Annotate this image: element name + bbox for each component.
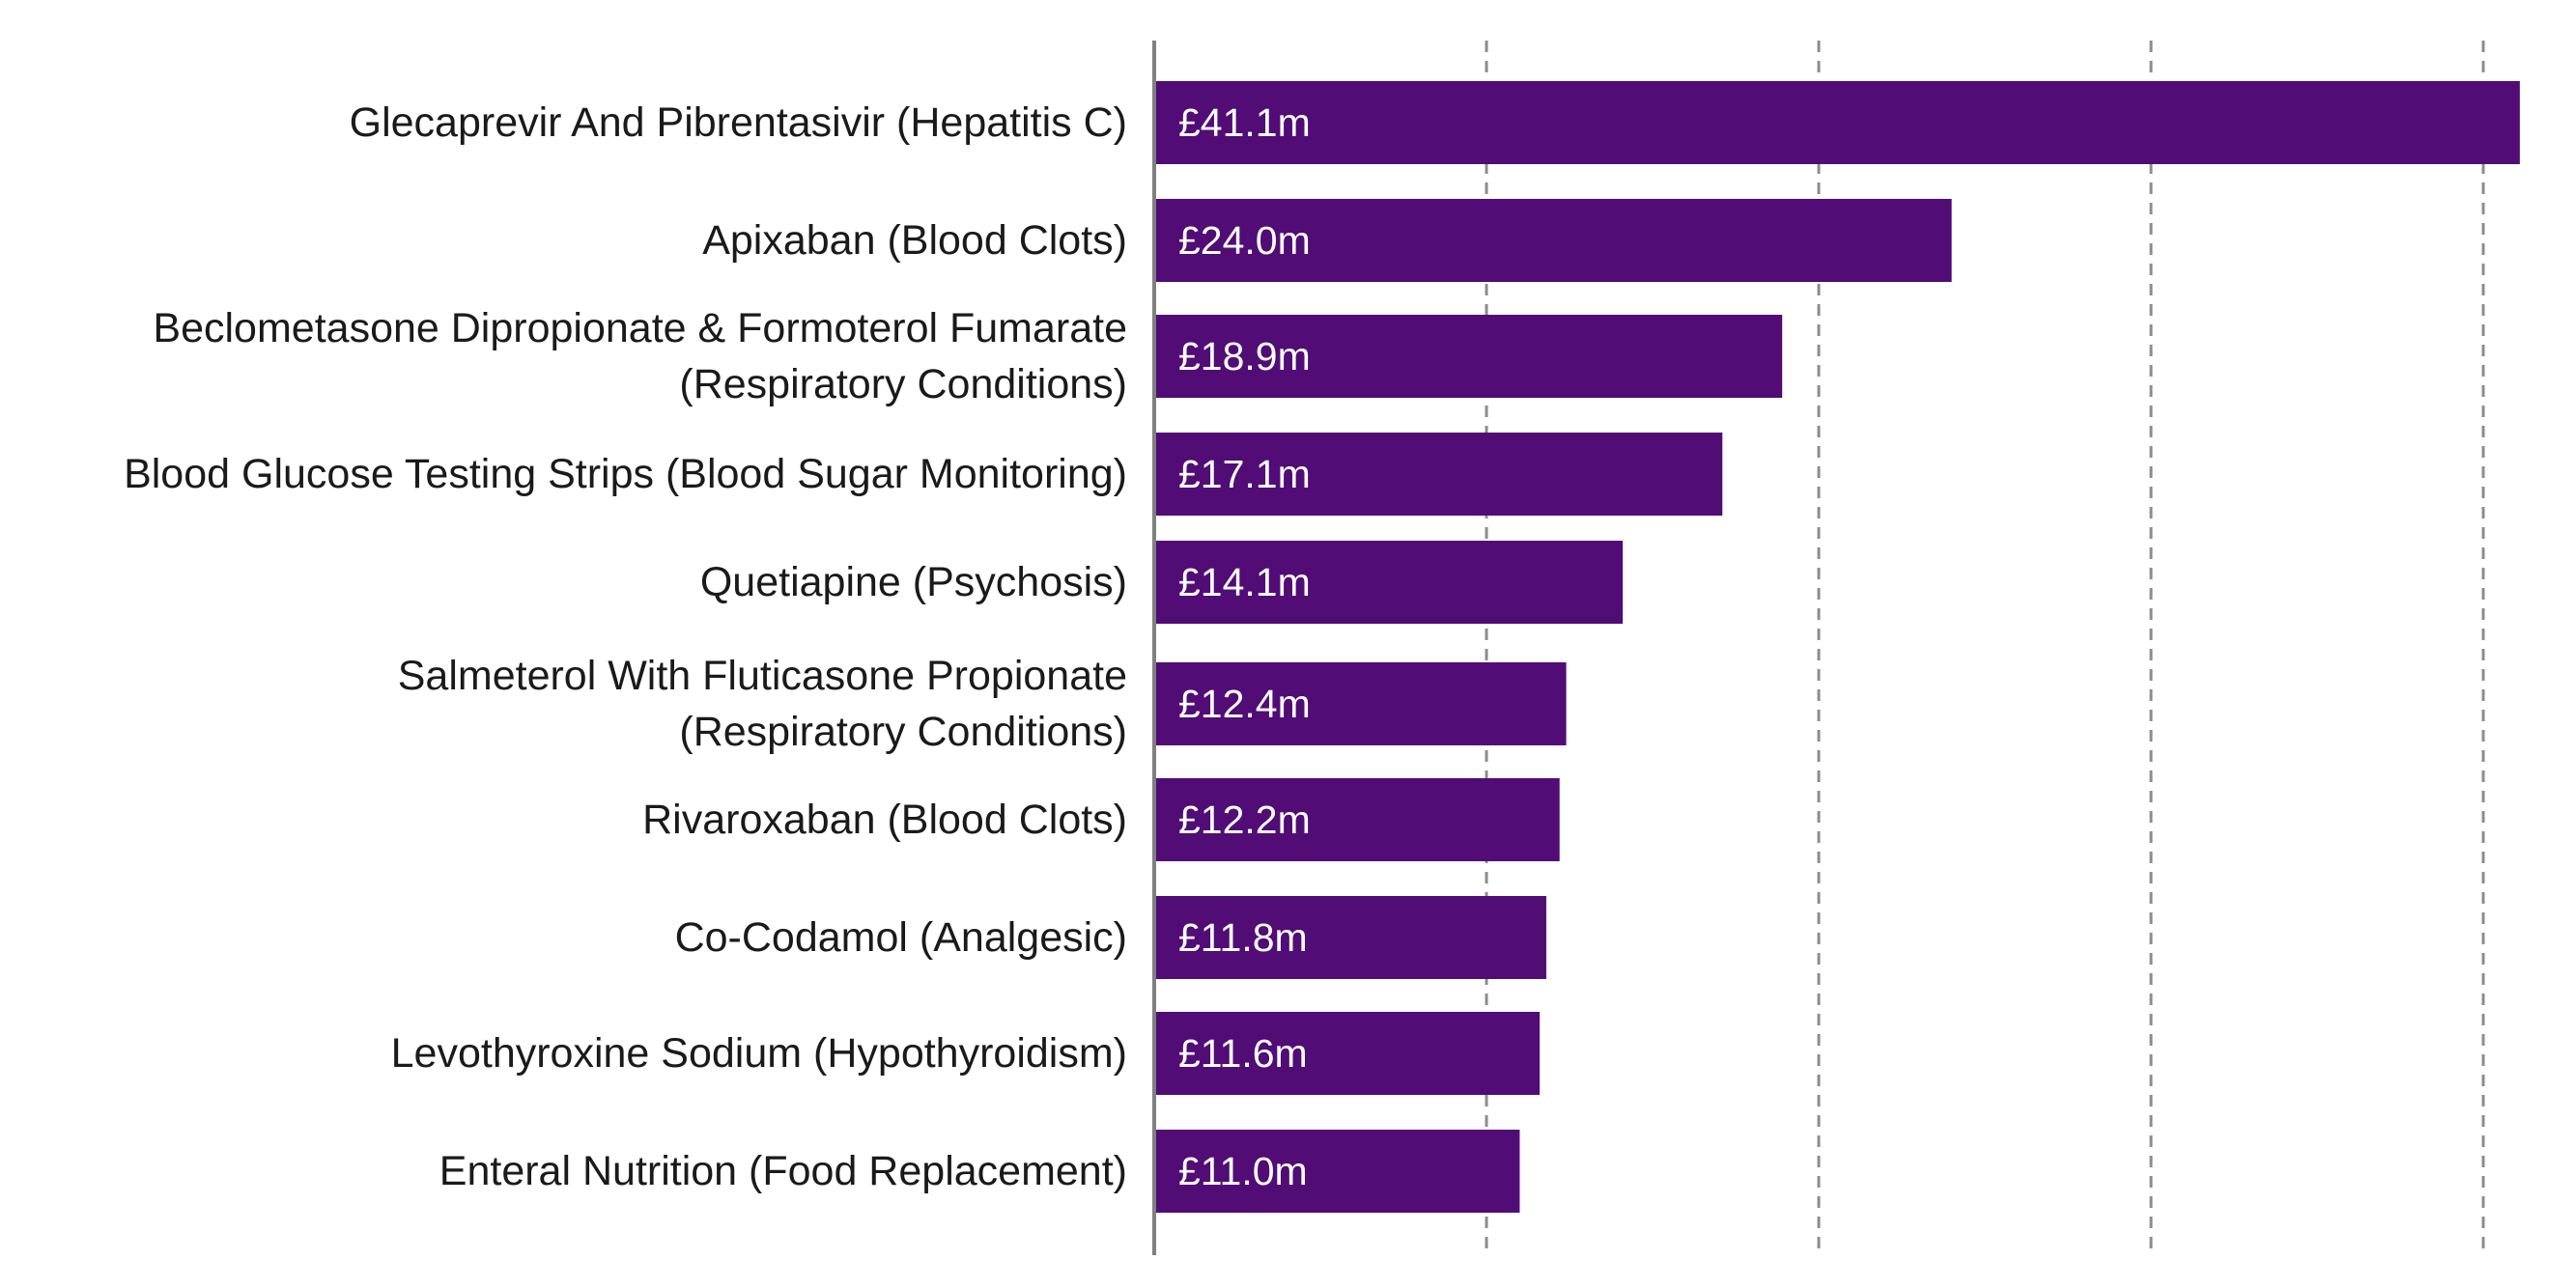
- category-label: Levothyroxine Sodium (Hypothyroidism): [391, 1030, 1127, 1077]
- category-label-line: (Respiratory Conditions): [679, 709, 1127, 755]
- value-label: £12.2m: [1178, 798, 1311, 842]
- bar: [1154, 1012, 1541, 1095]
- bar: [1154, 541, 1624, 624]
- category-label-line: Quetiapine (Psychosis): [700, 559, 1127, 605]
- category-label: Rivaroxaban (Blood Clots): [642, 797, 1127, 843]
- category-label-line: Salmeterol With Fluticasone Propionate: [398, 653, 1127, 699]
- category-label: Quetiapine (Psychosis): [700, 559, 1127, 605]
- value-labels: £41.1m £24.0m £18.9m £17.1m £14.1m £12.4m £12.…: [1178, 100, 1311, 1193]
- category-label-line: Blood Glucose Testing Strips (Blood Suga…: [124, 451, 1127, 497]
- value-label: £12.4m: [1178, 682, 1311, 726]
- category-label-line: Enteral Nutrition (Food Replacement): [439, 1148, 1127, 1194]
- bar: [1154, 778, 1560, 861]
- bar: [1154, 433, 1723, 516]
- value-label: £11.8m: [1178, 915, 1308, 960]
- category-label-line: Beclometasone Dipropionate & Formoterol …: [153, 305, 1127, 351]
- category-label: Glecaprevir And Pibrentasivir (Hepatitis…: [350, 99, 1127, 146]
- category-label-line: (Respiratory Conditions): [679, 361, 1127, 407]
- bar: [1154, 1130, 1520, 1213]
- value-label: £41.1m: [1178, 100, 1311, 145]
- category-label-line: Co-Codamol (Analgesic): [675, 914, 1127, 961]
- value-label: £11.0m: [1178, 1149, 1308, 1193]
- value-label: £24.0m: [1178, 218, 1311, 263]
- category-label: Beclometasone Dipropionate & Formoterol …: [153, 305, 1127, 407]
- bar: [1154, 81, 2520, 164]
- bar: [1154, 315, 1783, 398]
- category-label-line: Levothyroxine Sodium (Hypothyroidism): [391, 1030, 1127, 1077]
- category-label-line: Rivaroxaban (Blood Clots): [642, 797, 1127, 843]
- category-label: Blood Glucose Testing Strips (Blood Suga…: [124, 451, 1127, 497]
- category-label: Salmeterol With Fluticasone Propionate (R…: [398, 653, 1127, 755]
- value-label: £11.6m: [1178, 1031, 1308, 1076]
- category-label: Enteral Nutrition (Food Replacement): [439, 1148, 1127, 1194]
- value-label: £18.9m: [1178, 334, 1311, 378]
- bar: [1154, 896, 1546, 979]
- bar: [1154, 662, 1567, 745]
- value-label: £17.1m: [1178, 452, 1311, 496]
- category-label-line: Apixaban (Blood Clots): [702, 217, 1127, 264]
- value-label: £14.1m: [1178, 560, 1311, 604]
- category-label-line: Glecaprevir And Pibrentasivir (Hepatitis…: [350, 99, 1127, 146]
- category-label: Apixaban (Blood Clots): [702, 217, 1127, 264]
- category-labels: Glecaprevir And Pibrentasivir (Hepatitis…: [124, 99, 1127, 1194]
- bars: [1154, 81, 2520, 1213]
- bar: [1154, 199, 1952, 282]
- category-label: Co-Codamol (Analgesic): [675, 914, 1127, 961]
